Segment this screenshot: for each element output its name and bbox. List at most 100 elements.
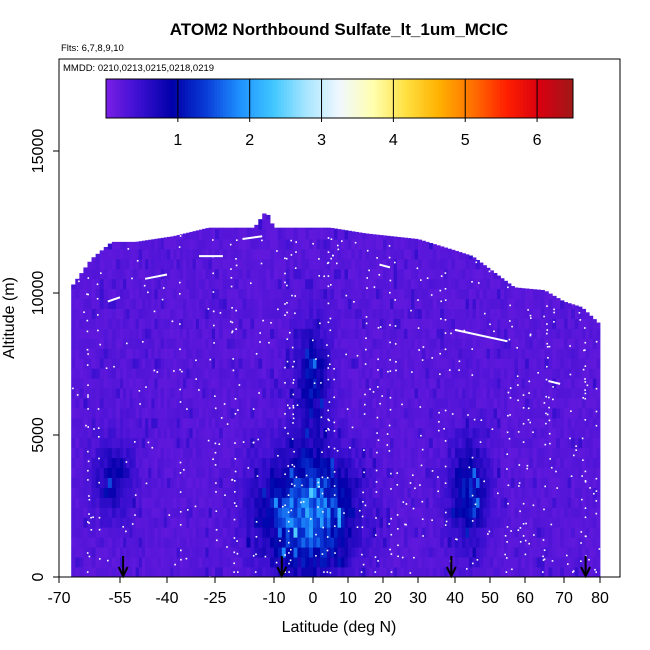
heatmap-cell: [414, 378, 419, 389]
heatmap-cell: [154, 567, 158, 577]
heatmap-cell: [226, 388, 232, 399]
heatmap-cell: [476, 259, 480, 270]
heatmap-cell: [316, 368, 321, 379]
heatmap-cell: [205, 567, 209, 577]
heatmap-cell: [211, 427, 216, 439]
heatmap-cell: [218, 248, 224, 260]
heatmap-cell: [425, 427, 430, 439]
heatmap-cell: [309, 467, 314, 478]
heatmap-cell: [578, 467, 583, 478]
heatmap-cell: [525, 348, 530, 359]
heatmap-cell: [414, 258, 419, 270]
heatmap-cell: [465, 427, 470, 439]
heatmap-cell: [323, 487, 328, 498]
heatmap-cell: [274, 507, 279, 518]
heatmap-cell: [202, 318, 206, 329]
heatmap-cell: [390, 408, 394, 419]
heatmap-cell: [440, 368, 445, 379]
heatmap-cell: [362, 487, 366, 498]
track-point: [516, 375, 519, 377]
heatmap-cell: [211, 239, 216, 250]
heatmap-cell: [305, 229, 310, 240]
heatmap-cell: [592, 477, 597, 488]
heatmap-cell: [486, 338, 491, 349]
heatmap-cell: [242, 408, 247, 419]
heatmap-cell: [238, 477, 243, 488]
heatmap-cell: [205, 527, 209, 538]
heatmap-cell: [365, 457, 370, 469]
heatmap-cell: [199, 427, 203, 439]
heatmap-cell: [334, 537, 338, 548]
heatmap-cell: [293, 457, 298, 469]
heatmap-cell: [95, 308, 101, 319]
heatmap-cell: [183, 467, 187, 478]
heatmap-cell: [313, 408, 317, 419]
heatmap-cell: [386, 318, 391, 329]
heatmap-cell: [337, 517, 342, 528]
heatmap-cell: [202, 348, 206, 359]
heatmap-cell: [472, 388, 477, 399]
heatmap-cell: [436, 258, 441, 270]
heatmap-cell: [202, 427, 206, 439]
heatmap-cell: [277, 308, 283, 319]
heatmap-cell: [234, 417, 239, 429]
heatmap-cell: [323, 507, 328, 518]
heatmap-cell: [266, 477, 271, 488]
heatmap-cell: [362, 348, 366, 359]
heatmap-cell: [479, 537, 484, 548]
heatmap-cell: [582, 547, 586, 558]
heatmap-cell: [500, 408, 505, 419]
heatmap-cell: [404, 497, 408, 508]
heatmap-cell: [451, 258, 456, 270]
heatmap-cell: [421, 537, 426, 548]
heatmap-cell: [497, 275, 501, 280]
heatmap-cell: [574, 388, 579, 399]
heatmap-cell: [173, 398, 177, 409]
heatmap-cell: [186, 368, 190, 379]
heatmap-cell: [390, 497, 394, 508]
heatmap-cell: [218, 368, 224, 379]
heatmap-cell: [226, 427, 232, 439]
heatmap-cell: [211, 477, 216, 488]
heatmap-cell: [358, 358, 363, 369]
heatmap-cell: [115, 527, 121, 538]
heatmap-cell: [372, 388, 377, 399]
heatmap-cell: [222, 527, 228, 538]
heatmap-cell: [369, 268, 373, 280]
heatmap-cell: [414, 398, 419, 409]
heatmap-cell: [79, 477, 84, 488]
heatmap-cell: [183, 318, 187, 329]
heatmap-cell: [297, 447, 302, 459]
heatmap-cell: [202, 417, 206, 429]
heatmap-cell: [578, 378, 583, 389]
heatmap-cell: [556, 517, 561, 528]
heatmap-cell: [504, 507, 508, 518]
heatmap-cell: [297, 398, 302, 409]
heatmap-cell: [157, 238, 162, 240]
heatmap-cell: [179, 358, 184, 369]
heatmap-cell: [369, 497, 373, 508]
heatmap-cell: [585, 408, 590, 419]
heatmap-cell: [528, 437, 534, 449]
heatmap-cell: [254, 258, 259, 270]
heatmap-cell: [479, 437, 484, 449]
heatmap-cell: [418, 567, 423, 577]
heatmap-cell: [99, 507, 105, 518]
heatmap-cell: [242, 348, 247, 359]
heatmap-cell: [497, 477, 501, 488]
heatmap-cell: [411, 318, 415, 329]
heatmap-cell: [429, 278, 434, 290]
heatmap-cell: [507, 358, 512, 369]
heatmap-cell: [266, 318, 271, 329]
track-point: [389, 408, 392, 411]
heatmap-cell: [205, 457, 209, 469]
heatmap-cell: [571, 507, 576, 518]
heatmap-cell: [504, 308, 508, 319]
heatmap-cell: [440, 557, 445, 568]
heatmap-cell: [297, 358, 302, 369]
heatmap-cell: [91, 477, 96, 488]
heatmap-cell: [132, 477, 137, 488]
heatmap-cell: [211, 318, 216, 329]
heatmap-cell: [571, 437, 576, 449]
heatmap-cell: [111, 241, 117, 250]
